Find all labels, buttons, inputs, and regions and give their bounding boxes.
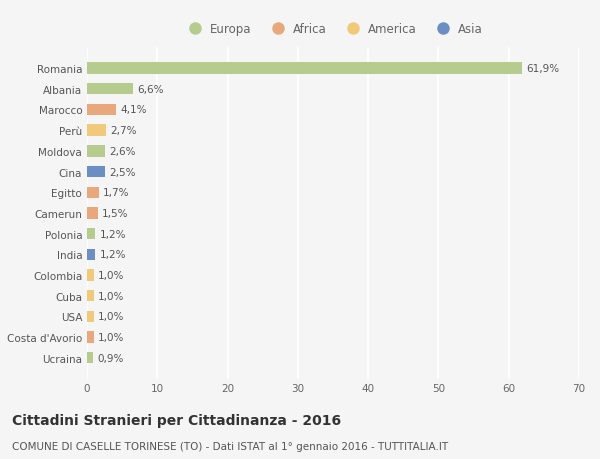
Text: COMUNE DI CASELLE TORINESE (TO) - Dati ISTAT al 1° gennaio 2016 - TUTTITALIA.IT: COMUNE DI CASELLE TORINESE (TO) - Dati I… xyxy=(12,441,448,451)
Bar xyxy=(87,229,95,240)
Text: 1,0%: 1,0% xyxy=(98,332,125,342)
Bar xyxy=(87,332,94,343)
Bar xyxy=(87,63,522,74)
Bar xyxy=(87,291,94,302)
Text: 0,9%: 0,9% xyxy=(98,353,124,363)
Bar xyxy=(87,270,94,281)
Text: 1,7%: 1,7% xyxy=(103,188,130,198)
Text: 2,7%: 2,7% xyxy=(110,126,137,136)
Text: 2,6%: 2,6% xyxy=(109,146,136,157)
Text: 1,0%: 1,0% xyxy=(98,270,125,280)
Bar xyxy=(87,167,104,178)
Legend: Europa, Africa, America, Asia: Europa, Africa, America, Asia xyxy=(183,23,483,36)
Text: 1,2%: 1,2% xyxy=(100,229,126,239)
Text: 1,2%: 1,2% xyxy=(100,250,126,260)
Text: 1,0%: 1,0% xyxy=(98,312,125,322)
Bar xyxy=(87,146,105,157)
Bar xyxy=(87,125,106,136)
Text: 4,1%: 4,1% xyxy=(120,105,146,115)
Text: 1,5%: 1,5% xyxy=(102,208,128,218)
Bar xyxy=(87,249,95,260)
Text: 6,6%: 6,6% xyxy=(137,84,164,95)
Text: 61,9%: 61,9% xyxy=(526,64,559,74)
Bar xyxy=(87,187,99,198)
Text: 1,0%: 1,0% xyxy=(98,291,125,301)
Bar xyxy=(87,105,116,116)
Bar xyxy=(87,353,94,364)
Bar xyxy=(87,84,133,95)
Bar xyxy=(87,208,98,219)
Text: 2,5%: 2,5% xyxy=(109,167,135,177)
Text: Cittadini Stranieri per Cittadinanza - 2016: Cittadini Stranieri per Cittadinanza - 2… xyxy=(12,413,341,427)
Bar xyxy=(87,311,94,322)
